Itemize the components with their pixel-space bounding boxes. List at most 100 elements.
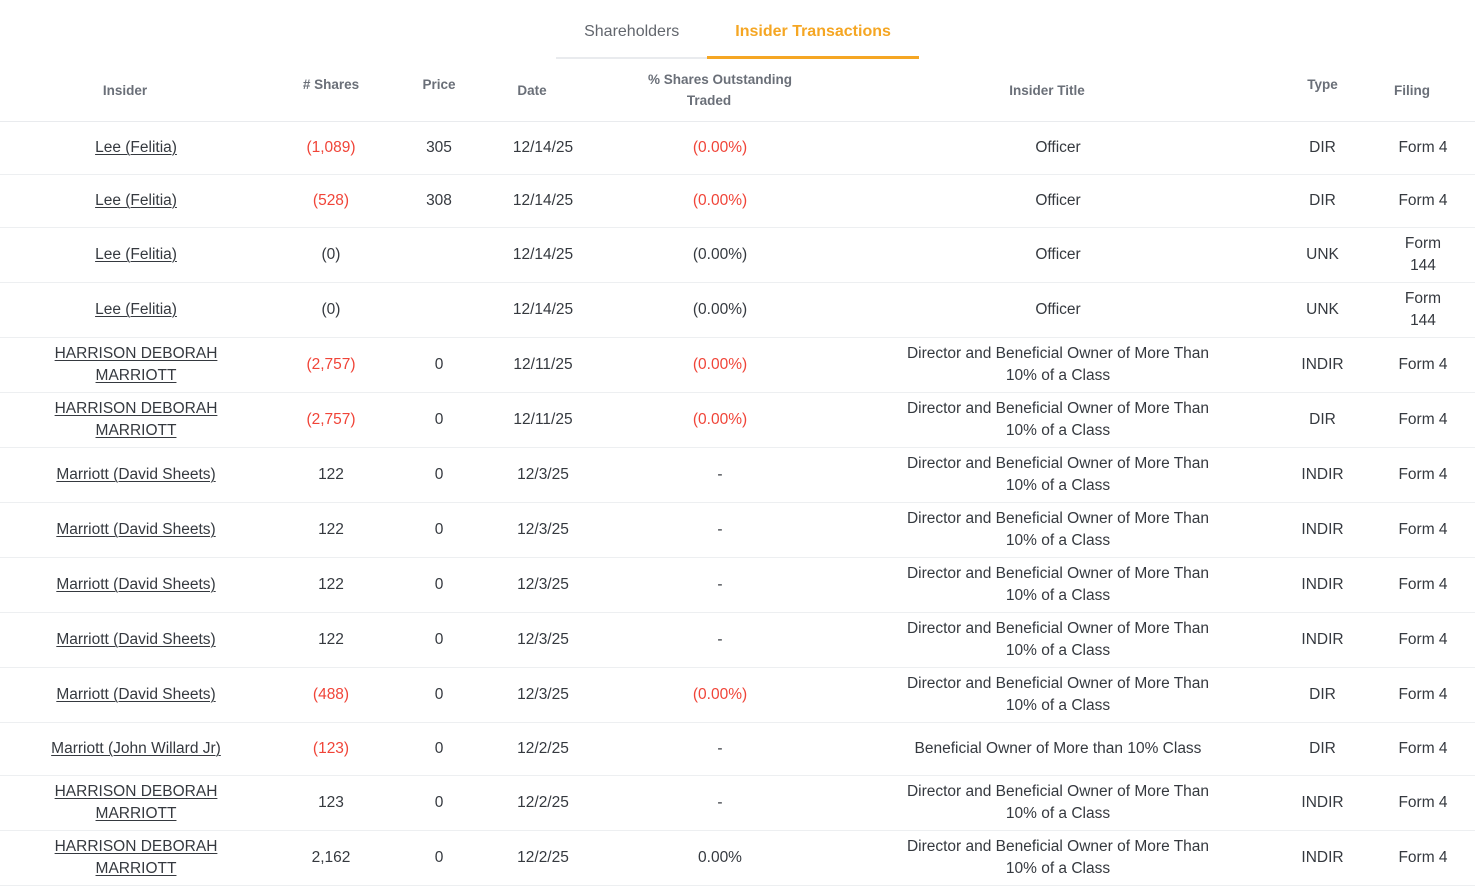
- insider-transactions-page: Shareholders Insider Transactions Inside…: [0, 14, 1475, 886]
- date-cell: 12/14/25: [488, 174, 598, 228]
- shares-cell: (0): [272, 227, 390, 283]
- tab-shareholders[interactable]: Shareholders: [556, 14, 708, 59]
- insider-cell: Marriott (David Sheets): [0, 667, 272, 723]
- insider-cell: HARRISON DEBORAH MARRIOTT: [0, 392, 272, 448]
- column-header-shares: # Shares: [272, 59, 390, 122]
- pct-outstanding-cell: -: [598, 775, 842, 831]
- date-cell: 12/3/25: [488, 557, 598, 613]
- filing-cell: Form 144: [1371, 227, 1475, 283]
- insider-cell: Lee (Felitia): [0, 174, 272, 228]
- type-cell: INDIR: [1274, 775, 1371, 831]
- insider-link[interactable]: HARRISON DEBORAH MARRIOTT: [54, 345, 218, 384]
- filing-cell: Form 4: [1371, 775, 1475, 831]
- pct-outstanding-cell: 0.00%: [598, 830, 842, 886]
- insider-cell: Lee (Felitia): [0, 121, 272, 175]
- filing-cell: Form 144: [1371, 282, 1475, 338]
- date-cell: 12/14/25: [488, 227, 598, 283]
- type-cell: UNK: [1274, 227, 1371, 283]
- price-cell: 0: [390, 337, 488, 393]
- price-cell: 0: [390, 775, 488, 831]
- column-header-filing: Filing: [1371, 59, 1475, 122]
- type-cell: UNK: [1274, 282, 1371, 338]
- shares-cell: (0): [272, 282, 390, 338]
- insider-link[interactable]: Marriott (David Sheets): [56, 521, 216, 538]
- shares-cell: 2,162: [272, 830, 390, 886]
- date-cell: 12/2/25: [488, 830, 598, 886]
- insider-link[interactable]: Lee (Felitia): [95, 301, 177, 318]
- table-header-row: Insider # Shares Price Date% Shares Outstan…: [0, 59, 1475, 122]
- pct-outstanding-cell: (0.00%): [598, 121, 842, 175]
- insider-cell: Marriott (David Sheets): [0, 502, 272, 558]
- type-cell: INDIR: [1274, 612, 1371, 668]
- insider-cell: Marriott (David Sheets): [0, 557, 272, 613]
- insider-title-cell: Director and Beneficial Owner of More Th…: [842, 830, 1274, 886]
- date-cell: 12/11/25: [488, 392, 598, 448]
- insider-title-cell: Director and Beneficial Owner of More Th…: [842, 775, 1274, 831]
- type-cell: INDIR: [1274, 502, 1371, 558]
- price-cell: [390, 282, 488, 338]
- pct-outstanding-cell: (0.00%): [598, 174, 842, 228]
- shares-cell: 122: [272, 447, 390, 503]
- shares-cell: 122: [272, 557, 390, 613]
- pct-outstanding-cell: -: [598, 722, 842, 776]
- column-header-date: Date: [488, 59, 598, 122]
- pct-outstanding-cell: -: [598, 447, 842, 503]
- insider-title-cell: Officer: [842, 282, 1274, 338]
- table-row: Marriott (David Sheets) 122 0 12/3/25- Direc…: [0, 612, 1475, 668]
- type-cell: INDIR: [1274, 557, 1371, 613]
- date-cell: 12/3/25: [488, 502, 598, 558]
- price-cell: 0: [390, 722, 488, 776]
- pct-outstanding-cell: (0.00%): [598, 667, 842, 723]
- insider-link[interactable]: HARRISON DEBORAH MARRIOTT: [54, 783, 218, 822]
- shares-cell: (123): [272, 722, 390, 776]
- column-header-price: Price: [390, 59, 488, 122]
- insider-link[interactable]: HARRISON DEBORAH MARRIOTT: [54, 400, 218, 439]
- insider-title-cell: Beneficial Owner of More than 10% Class: [842, 722, 1274, 776]
- date-cell: 12/3/25: [488, 667, 598, 723]
- column-header-pct: % Shares Outstanding Traded: [598, 59, 842, 122]
- insider-cell: Lee (Felitia): [0, 282, 272, 338]
- insider-link[interactable]: Marriott (David Sheets): [56, 466, 216, 483]
- insider-link[interactable]: Lee (Felitia): [95, 139, 177, 156]
- tab-bar: Shareholders Insider Transactions: [0, 14, 1475, 59]
- insider-link[interactable]: Lee (Felitia): [95, 246, 177, 263]
- table-row: Lee (Felitia) (0) 12/14/25 (0.00%) Officer UN…: [0, 282, 1475, 338]
- insider-link[interactable]: Marriott (David Sheets): [56, 631, 216, 648]
- date-cell: 12/3/25: [488, 612, 598, 668]
- type-cell: DIR: [1274, 121, 1371, 175]
- column-header-insider: Insider: [0, 59, 272, 122]
- date-cell: 12/2/25: [488, 722, 598, 776]
- insider-link[interactable]: Marriott (John Willard Jr): [51, 740, 221, 757]
- filing-cell: Form 4: [1371, 667, 1475, 723]
- table-row: Marriott (David Sheets) 122 0 12/3/25- Direc…: [0, 447, 1475, 503]
- insider-title-cell: Officer: [842, 227, 1274, 283]
- table-row: Marriott (David Sheets) 122 0 12/3/25- Direc…: [0, 502, 1475, 558]
- insider-link[interactable]: Marriott (David Sheets): [56, 686, 216, 703]
- date-cell: 12/11/25: [488, 337, 598, 393]
- price-cell: [390, 227, 488, 283]
- price-cell: 0: [390, 447, 488, 503]
- table-row: HARRISON DEBORAH MARRIOTT 123 0 12/2/25- Dire…: [0, 775, 1475, 831]
- shares-cell: 122: [272, 612, 390, 668]
- pct-outstanding-cell: (0.00%): [598, 227, 842, 283]
- column-header-type: Type: [1274, 59, 1371, 122]
- price-cell: 0: [390, 392, 488, 448]
- type-cell: DIR: [1274, 667, 1371, 723]
- filing-cell: Form 4: [1371, 722, 1475, 776]
- price-cell: 0: [390, 557, 488, 613]
- insider-title-cell: Director and Beneficial Owner of More Th…: [842, 612, 1274, 668]
- insider-title-cell: Officer: [842, 174, 1274, 228]
- tab-insider-transactions[interactable]: Insider Transactions: [707, 14, 919, 59]
- insider-link[interactable]: Marriott (David Sheets): [56, 576, 216, 593]
- insider-title-cell: Director and Beneficial Owner of More Th…: [842, 667, 1274, 723]
- insider-title-cell: Director and Beneficial Owner of More Th…: [842, 502, 1274, 558]
- table-row: HARRISON DEBORAH MARRIOTT (2,757) 0 12/11/25…: [0, 392, 1475, 448]
- pct-outstanding-cell: (0.00%): [598, 392, 842, 448]
- type-cell: DIR: [1274, 392, 1371, 448]
- insider-link[interactable]: HARRISON DEBORAH MARRIOTT: [54, 838, 218, 877]
- shares-cell: (2,757): [272, 392, 390, 448]
- date-cell: 12/14/25: [488, 282, 598, 338]
- price-cell: 308: [390, 174, 488, 228]
- insider-link[interactable]: Lee (Felitia): [95, 192, 177, 209]
- insider-cell: HARRISON DEBORAH MARRIOTT: [0, 775, 272, 831]
